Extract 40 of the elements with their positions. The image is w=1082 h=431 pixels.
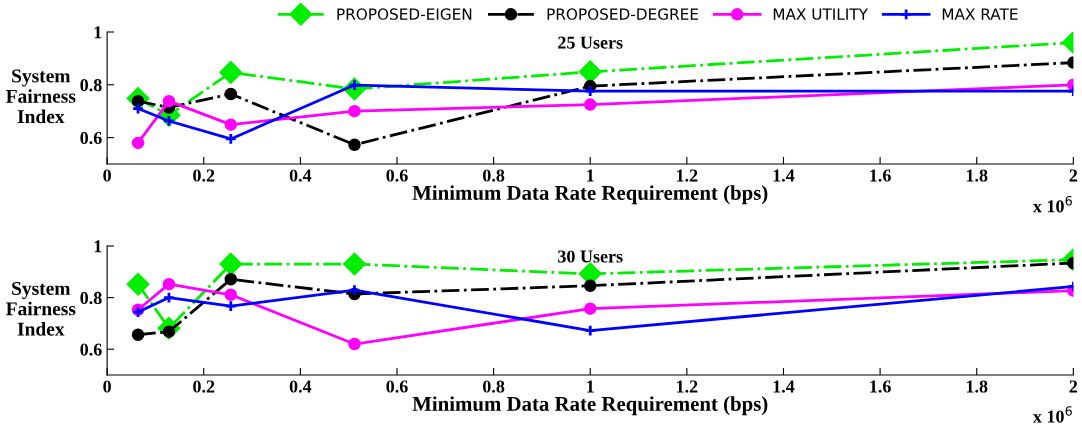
y-tick-label: 1	[94, 26, 102, 39]
text: x 10$^{6}$	[1032, 195, 1072, 213]
y-tick-label: 0.6	[80, 343, 102, 356]
x-tick-label: 0.8	[483, 380, 505, 393]
x-tick-label: 0.6	[386, 169, 408, 182]
x-tick-label: 0.2	[193, 169, 215, 182]
legend-label: MAX RATE	[942, 8, 1018, 20]
x-tick-label: 1.2	[677, 169, 698, 182]
x-tick-label: 1	[587, 380, 594, 393]
x-tick-label: 2	[1069, 169, 1078, 182]
x-axis-title: Minimum Data Rate Requirement (bps)	[412, 396, 768, 416]
x-tick-label: 1.6	[870, 169, 891, 182]
text: x 10$^{6}$	[1032, 406, 1072, 423]
y-tick-label: 1	[94, 240, 102, 253]
x-tick-label: 1.8	[966, 380, 988, 393]
y-tick-label: 0.8	[80, 79, 102, 92]
x-tick-label: 0.4	[289, 380, 312, 393]
x-tick-label: 0.6	[386, 380, 408, 393]
y-tick-label: 0.8	[80, 291, 102, 305]
x-tick-label: 0.8	[483, 169, 505, 182]
x-tick-label: 1.4	[773, 380, 795, 393]
x-tick-label: 1.4	[773, 169, 795, 182]
x-tick-label: 1.8	[966, 169, 988, 182]
x-tick-label: 0.4	[289, 169, 312, 182]
chart-title: 25 Users	[558, 36, 623, 49]
legend-label: PROPOSED-EIGEN	[337, 8, 472, 20]
x-tick-label: 1.6	[870, 380, 891, 393]
x-tick-label: 0	[103, 169, 111, 182]
legend-label: MAX UTILITY	[773, 8, 869, 20]
x-tick-label: 0	[103, 380, 111, 393]
y-tick-label: 0.6	[80, 131, 102, 145]
y-axis-title: System Fairness Index	[6, 281, 76, 336]
x-tick-label: 1.2	[677, 380, 698, 393]
legend-label: PROPOSED-DEGREE	[547, 8, 698, 20]
x-tick-label: 1	[587, 169, 594, 182]
x-axis-title: Minimum Data Rate Requirement (bps)	[412, 185, 768, 205]
y-axis-title: System Fairness Index	[6, 69, 76, 124]
x-tick-label: 2	[1069, 380, 1078, 393]
x-tick-label: 0.2	[193, 380, 215, 393]
chart-title: 30 Users	[558, 250, 623, 263]
